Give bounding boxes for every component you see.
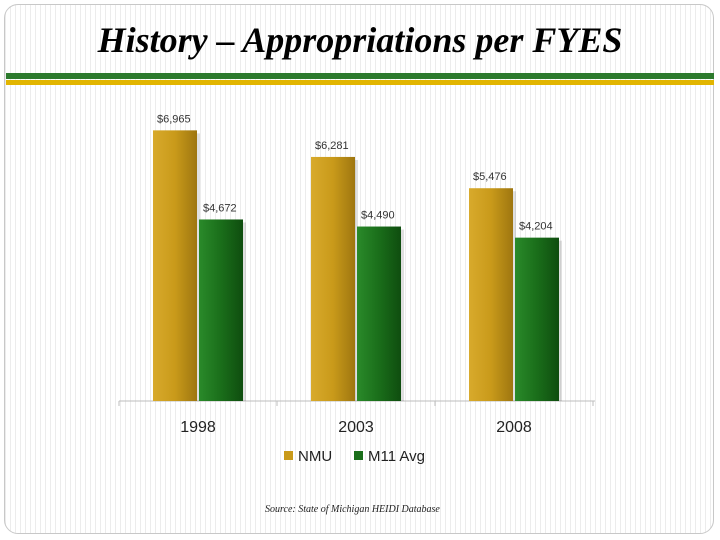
- bar-nmu-2008: [469, 188, 513, 401]
- bar-m11-avg-1998: [199, 219, 243, 401]
- legend-label-nmu: NMU: [298, 448, 332, 465]
- source-note: Source: State of Michigan HEIDI Database: [265, 504, 440, 515]
- title-divider-gold: [6, 80, 714, 85]
- bar-m11-avg-2008: [515, 237, 559, 401]
- bars-group: [153, 130, 562, 402]
- legend-swatch-nmu: [284, 451, 293, 460]
- data-label-nmu-2003: $6,281: [315, 140, 349, 152]
- bar-nmu-2003: [311, 156, 355, 401]
- page-title: History – Appropriations per FYES: [97, 20, 623, 60]
- bar-nmu-1998: [153, 130, 197, 402]
- legend-swatch-m11-avg: [354, 451, 363, 460]
- title-divider-green: [6, 73, 714, 79]
- data-label-nmu-1998: $6,965: [157, 113, 191, 125]
- legend-label-m11-avg: M11 Avg: [368, 448, 425, 465]
- x-tick-label-1998: 1998: [180, 419, 216, 436]
- legend: NMU M11 Avg: [284, 448, 425, 465]
- labels-group: $6,965 $4,672 1998 $6,281 $4,490 2003 $5,476 $4…: [157, 113, 553, 436]
- x-axis: [118, 400, 595, 406]
- x-tick-label-2003: 2003: [338, 419, 374, 436]
- data-label-m11-avg-2008: $4,204: [519, 221, 553, 233]
- data-label-m11-avg-1998: $4,672: [203, 202, 237, 214]
- x-tick-label-2008: 2008: [496, 419, 532, 436]
- data-label-nmu-2008: $5,476: [473, 171, 507, 183]
- bar-m11-avg-2003: [357, 226, 401, 401]
- data-label-m11-avg-2003: $4,490: [361, 210, 395, 222]
